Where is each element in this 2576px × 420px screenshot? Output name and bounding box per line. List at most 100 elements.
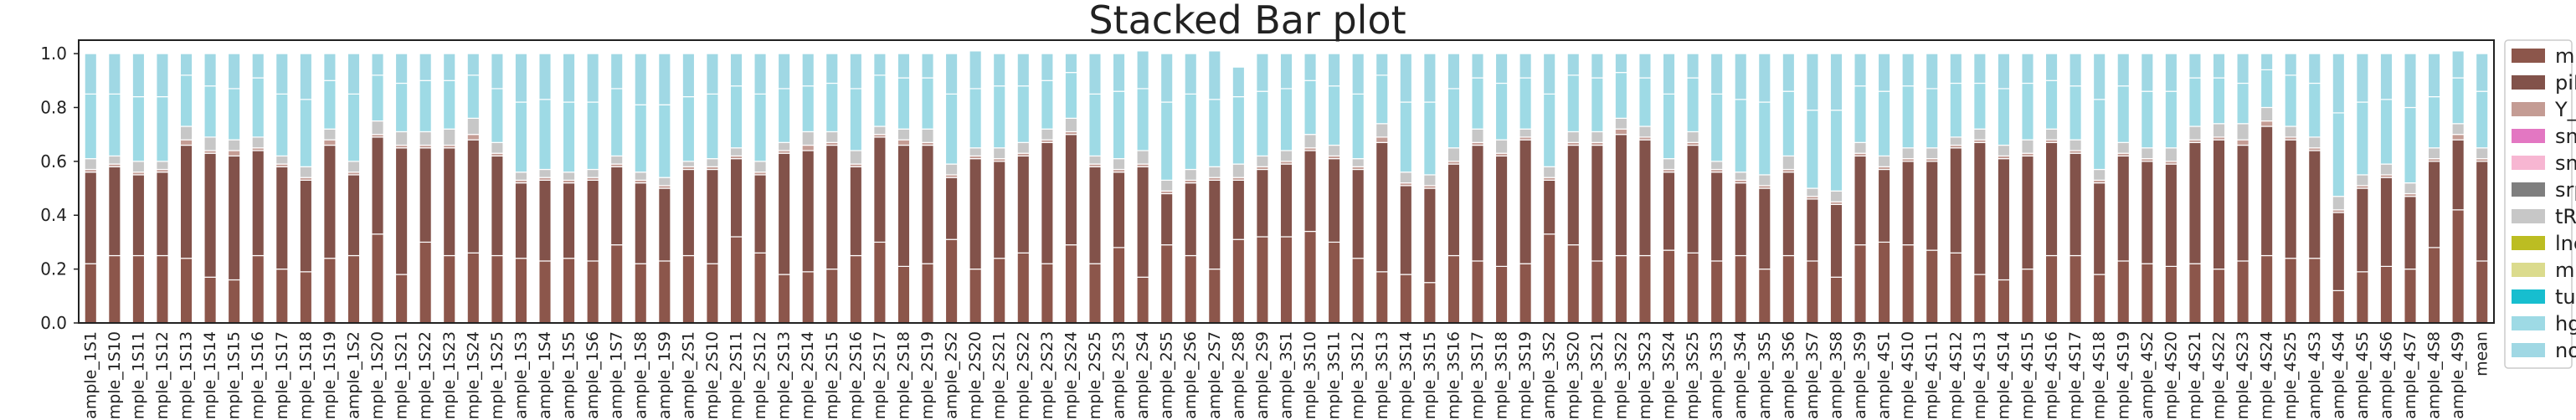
legend-swatch [2512,102,2545,116]
bar-segment [1686,252,1699,324]
bar-segment [729,158,743,238]
x-tick-label: Sample_4S8 [2425,331,2444,420]
bar-segment [2021,139,2034,154]
bar-segment [323,139,337,146]
bar-segment [2069,85,2082,141]
bar-segment [203,152,217,278]
x-tick-label: Sample_4S23 [2234,331,2252,420]
bar-segment [1710,93,1724,162]
bar-segment [1375,74,1389,125]
bar-segment [777,88,791,143]
bar-segment [609,244,624,324]
bar-segment [609,88,624,157]
bar-segment [1423,53,1437,103]
bar-segment [1614,128,1628,136]
bar-segment [586,179,599,262]
bar-segment [1662,93,1676,160]
bar-segment [1256,155,1269,167]
bar-segment [1591,144,1604,262]
bar-segment [131,161,146,173]
x-tick-label: Sample_1S21 [393,331,411,420]
bar-segment [2212,53,2226,79]
bar-segment [1782,53,1796,92]
bar-segment [514,172,528,181]
bar-segment [921,77,934,130]
x-tick-label: Sample_3S12 [1349,331,1367,420]
bar-segment [2164,163,2178,268]
bar-segment [394,274,409,324]
bar-segment [921,128,934,143]
bar-segment [347,161,361,173]
bar-segment [1375,141,1389,273]
bar-segment [84,158,98,171]
x-tick-label: Sample_2S13 [775,331,794,420]
bar-segment [323,258,337,324]
bar-segment [1806,110,1819,189]
bar-segment [275,93,289,157]
bar-segment [1710,260,1724,324]
bar-segment [1614,134,1628,257]
bar-segment [2451,123,2465,136]
x-tick-label: Sample_4S3 [2306,331,2324,420]
x-tick-label: Sample_4S1 [1875,331,1894,420]
x-tick-label: Sample_1S18 [296,331,315,420]
bar-segment [2404,269,2417,324]
bar-segment [1997,53,2011,90]
bar-segment [873,74,887,127]
bar-segment [1949,147,1963,254]
bar-segment [275,155,289,165]
bar-segment [706,263,719,324]
bar-segment [394,131,409,146]
bar-segment [108,166,121,257]
bar-segment [299,179,313,273]
bar-segment [944,93,959,165]
bar-segment [1064,134,1078,246]
legend-label: lncRNA [2555,232,2576,255]
x-tick-label: Sample_3S24 [1660,331,1679,420]
bar-segment [1566,144,1581,246]
bar-segment [419,147,432,243]
x-tick-label: Sample_4S15 [2018,331,2037,420]
bar-segment [825,269,839,324]
bar-segment [1829,203,1843,278]
bar-segment [2308,258,2321,324]
chart-title: Stacked Bar plot [1088,0,1406,43]
bar-segment [1854,53,1867,87]
bar-segment [299,53,313,100]
x-tick-label: Sample_3S14 [1396,331,1415,420]
bar-segment [2116,141,2130,154]
bar-segment [658,260,671,324]
bar-segment [2236,123,2250,141]
bar-segment [1112,247,1126,324]
bar-segment [729,236,743,324]
bar-segment [1399,185,1413,275]
bar-segment [1231,238,1246,324]
bar-segment [1399,274,1413,324]
bar-segment [1159,192,1174,246]
bar-segment [1351,53,1365,95]
x-tick-label: Sample_2S22 [1014,331,1032,420]
bar-segment [1112,90,1126,160]
bar-segment [658,187,671,262]
bar-segment [2164,90,2178,149]
bar-segment [275,166,289,270]
bar-segment [1303,150,1317,233]
bar-segment [1303,53,1317,81]
bar-segment [1208,50,1221,100]
bar-segment [323,144,337,259]
x-tick-label: Sample_2S12 [751,331,769,420]
bar-segment [1494,82,1509,141]
bar-segment [2092,99,2106,171]
x-tick-label: Sample_3S22 [1612,331,1630,420]
bar-segment [2475,90,2489,149]
bar-segment [538,260,552,324]
legend-label: tucp [2555,285,2576,309]
bar-segment [897,128,911,141]
bar-segment [1614,254,1628,324]
bar-segment [1973,274,1987,324]
bar-segment [825,144,839,270]
x-tick-label: Sample_3S17 [1468,331,1487,420]
x-tick-label: Sample_2S21 [990,331,1009,420]
bar-segment [897,144,911,267]
